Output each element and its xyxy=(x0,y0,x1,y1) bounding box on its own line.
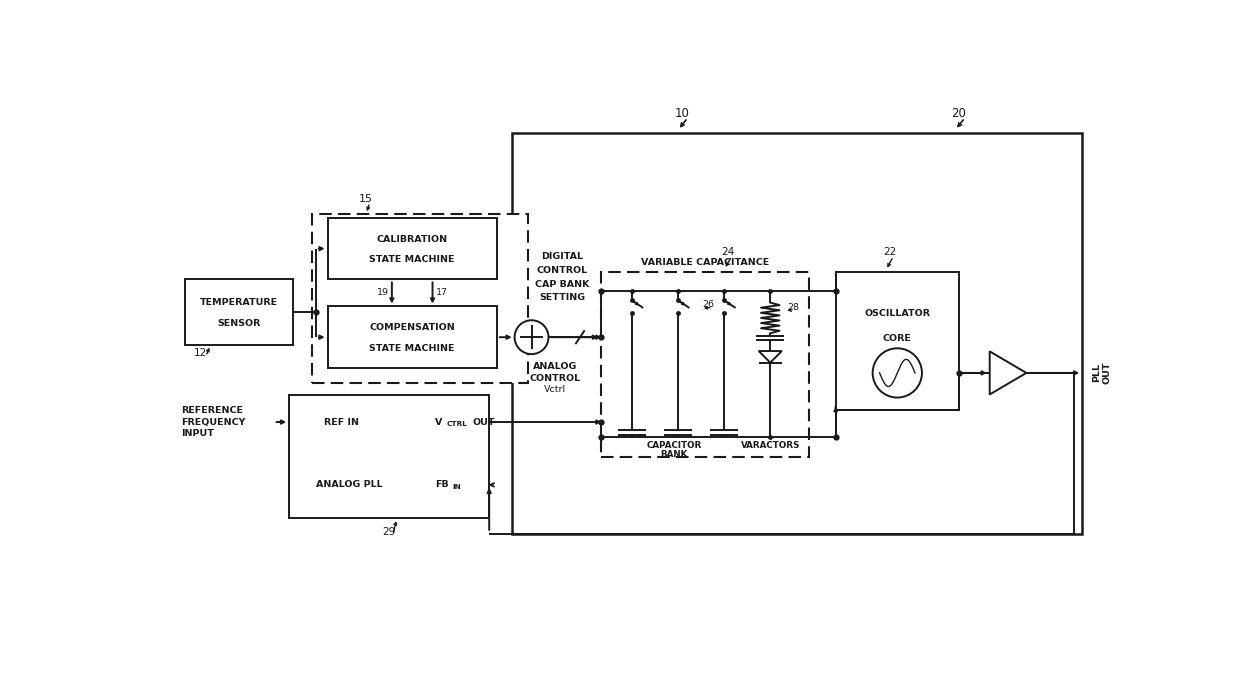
Circle shape xyxy=(515,320,548,354)
Text: 15: 15 xyxy=(360,193,373,204)
Text: REFERENCE: REFERENCE xyxy=(181,406,243,415)
Text: V: V xyxy=(435,418,443,427)
Text: STATE MACHINE: STATE MACHINE xyxy=(370,344,455,353)
Text: CALIBRATION: CALIBRATION xyxy=(377,235,448,244)
Text: FB: FB xyxy=(435,480,449,489)
Text: 12: 12 xyxy=(193,348,207,357)
Bar xyxy=(327,218,497,279)
Text: VARIABLE CAPACITANCE: VARIABLE CAPACITANCE xyxy=(641,258,769,267)
Text: 17: 17 xyxy=(435,288,448,298)
Text: PLL
OUT: PLL OUT xyxy=(1092,362,1111,384)
Text: 26: 26 xyxy=(703,300,714,309)
Text: BANK: BANK xyxy=(661,450,688,459)
Text: COMPENSATION: COMPENSATION xyxy=(370,324,455,333)
Bar xyxy=(289,395,490,518)
Text: 24: 24 xyxy=(722,248,734,257)
Text: ANALOG: ANALOG xyxy=(532,362,577,371)
Text: 22: 22 xyxy=(883,248,897,257)
Bar xyxy=(185,279,293,345)
Text: TEMPERATURE: TEMPERATURE xyxy=(200,298,278,307)
Text: VARACTORS: VARACTORS xyxy=(740,441,800,450)
Text: DIGITAL: DIGITAL xyxy=(542,252,583,261)
Text: SENSOR: SENSOR xyxy=(217,320,260,329)
Text: OSCILLATOR: OSCILLATOR xyxy=(864,309,930,318)
Text: IN: IN xyxy=(453,484,461,490)
Text: CTRL: CTRL xyxy=(446,421,467,427)
Text: CONTROL: CONTROL xyxy=(537,265,588,274)
Text: REF IN: REF IN xyxy=(324,418,358,427)
Text: SETTING: SETTING xyxy=(539,294,585,303)
Circle shape xyxy=(873,348,921,398)
Text: 20: 20 xyxy=(951,108,966,120)
Text: 10: 10 xyxy=(675,108,689,120)
Text: CAP BANK: CAP BANK xyxy=(536,280,589,289)
Text: FREQUENCY: FREQUENCY xyxy=(181,418,246,427)
Text: OUT: OUT xyxy=(472,418,495,427)
Text: Vctrl: Vctrl xyxy=(543,385,565,394)
Text: 29: 29 xyxy=(382,527,396,537)
Polygon shape xyxy=(759,351,781,363)
Text: 19: 19 xyxy=(377,288,388,298)
Bar xyxy=(312,214,528,383)
Bar xyxy=(601,272,808,457)
Text: STATE MACHINE: STATE MACHINE xyxy=(370,255,455,264)
Text: CAPACITOR: CAPACITOR xyxy=(646,441,702,450)
Bar xyxy=(512,133,1083,534)
Bar xyxy=(836,272,959,410)
Polygon shape xyxy=(990,351,1027,394)
Bar xyxy=(327,307,497,368)
Text: ANALOG PLL: ANALOG PLL xyxy=(316,480,383,489)
Text: CORE: CORE xyxy=(883,334,911,343)
Text: INPUT: INPUT xyxy=(181,429,215,438)
Text: CONTROL: CONTROL xyxy=(529,373,580,383)
Text: 28: 28 xyxy=(787,303,800,312)
